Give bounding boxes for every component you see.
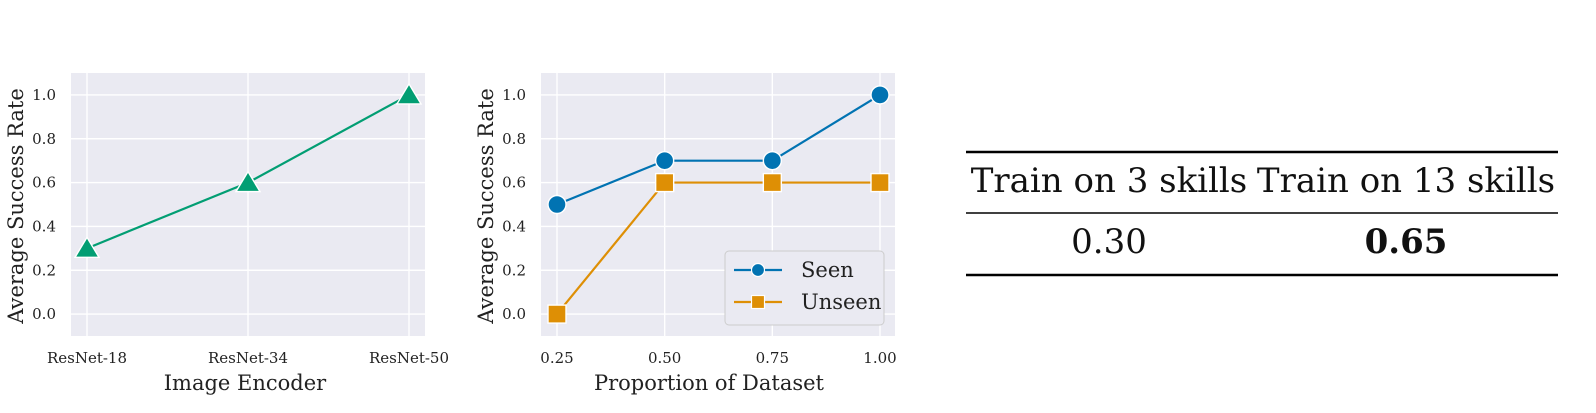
legend: Seen Unseen bbox=[724, 250, 885, 326]
legend-marker-unseen bbox=[750, 294, 766, 310]
table-header-3-skills: Train on 3 skills bbox=[971, 161, 1248, 201]
data-point bbox=[234, 170, 262, 193]
table-header-13-skills: Train on 13 skills bbox=[1257, 161, 1555, 201]
x-tick-label: 0.25 bbox=[540, 349, 573, 367]
y-tick-label: 0.2 bbox=[502, 261, 526, 279]
series bbox=[73, 82, 423, 259]
y-tick-label: 0.8 bbox=[32, 130, 56, 148]
table-cell-3-skills: 0.30 bbox=[1071, 222, 1147, 262]
y-tick-label: 1.0 bbox=[502, 86, 526, 104]
data-point bbox=[654, 150, 675, 171]
x-tick-label: 0.50 bbox=[648, 349, 681, 367]
data-point bbox=[762, 150, 783, 171]
x-axis-label: Image Encoder bbox=[164, 371, 327, 395]
grid bbox=[71, 73, 425, 336]
y-tick-label: 0.0 bbox=[502, 305, 526, 323]
y-tick-label: 0.4 bbox=[32, 217, 56, 235]
series-line bbox=[556, 93, 881, 206]
tick-labels: 0.0 0.2 0.4 0.6 0.8 1.0 0.25 0.50 0.75 1.00 bbox=[502, 86, 897, 367]
series-line bbox=[556, 181, 880, 315]
y-tick-label: 0.6 bbox=[502, 174, 526, 192]
data-point bbox=[73, 235, 101, 259]
data-point bbox=[762, 172, 783, 193]
legend-label-seen: Seen bbox=[801, 258, 854, 282]
chart-proportion-of-dataset: 0.0 0.2 0.4 0.6 0.8 1.0 0.25 0.50 0.75 1.00 Propo… bbox=[474, 73, 897, 395]
y-tick-label: 0.6 bbox=[32, 174, 56, 192]
data-point bbox=[870, 172, 890, 193]
data-point bbox=[547, 194, 567, 215]
data-point bbox=[654, 172, 675, 193]
data-point bbox=[395, 82, 423, 105]
y-tick-label: 0.4 bbox=[502, 217, 526, 235]
chart-image-encoder: 0.0 0.2 0.4 0.6 0.8 1.0 ResNet-18 ResNet-34 ResN… bbox=[4, 73, 449, 395]
x-tick-label: 0.75 bbox=[756, 349, 789, 367]
table-cell-13-skills: 0.65 bbox=[1365, 222, 1448, 262]
x-tick-label: ResNet-50 bbox=[369, 349, 449, 367]
x-tick-label: ResNet-18 bbox=[47, 349, 127, 367]
y-axis-label: Average Success Rate bbox=[474, 88, 498, 324]
results-table: Train on 3 skills Train on 13 skills 0.3… bbox=[966, 150, 1558, 277]
tick-labels: 0.0 0.2 0.4 0.6 0.8 1.0 ResNet-18 ResNet-34 ResN… bbox=[32, 86, 449, 367]
y-tick-label: 1.0 bbox=[32, 86, 56, 104]
x-axis-label: Proportion of Dataset bbox=[594, 371, 825, 395]
y-tick-label: 0.2 bbox=[32, 261, 56, 279]
y-axis-label: Average Success Rate bbox=[4, 88, 28, 324]
data-point bbox=[870, 85, 890, 105]
data-point bbox=[547, 304, 567, 324]
x-tick-label: ResNet-34 bbox=[208, 349, 288, 367]
legend-marker-seen bbox=[750, 262, 766, 278]
y-tick-label: 0.8 bbox=[502, 130, 526, 148]
x-tick-label: 1.00 bbox=[863, 349, 896, 367]
y-tick-label: 0.0 bbox=[32, 305, 56, 323]
series bbox=[547, 85, 890, 324]
legend-label-unseen: Unseen bbox=[801, 290, 881, 314]
